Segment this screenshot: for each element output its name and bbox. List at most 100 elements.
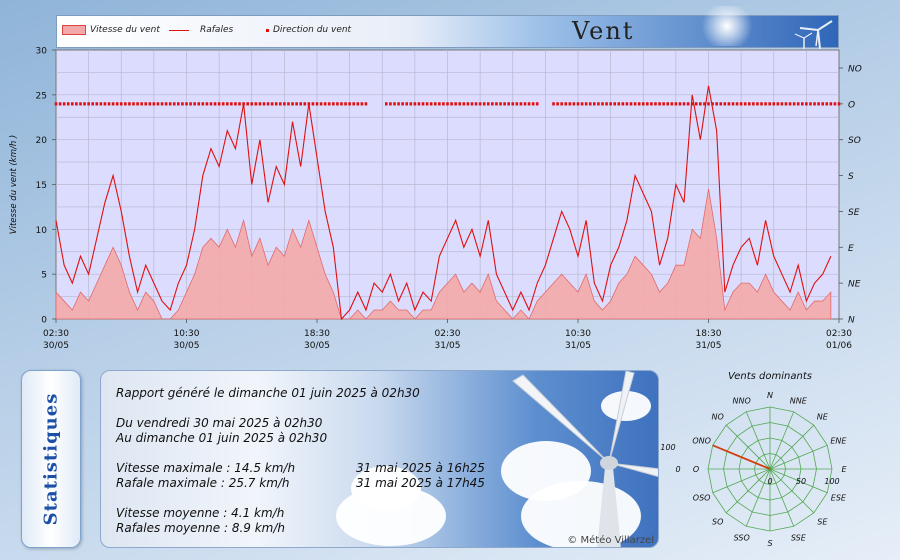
wind-direction-point: [348, 102, 351, 106]
wind-direction-point: [776, 102, 780, 106]
wind-direction-point: [735, 102, 739, 106]
statistics-report-panel: Rapport généré le dimanche 01 juin 2025 …: [100, 370, 659, 548]
wind-direction-point: [185, 102, 188, 106]
wind-direction-point: [95, 102, 99, 106]
wind-direction-point: [446, 102, 449, 106]
wind-direction-point: [821, 102, 824, 106]
x-axis-tick-date: 30/05: [174, 341, 200, 351]
wind-direction-point: [805, 102, 808, 106]
wind-direction-point: [429, 102, 433, 106]
wind-rose-direction-label: OSO: [693, 493, 711, 502]
wind-rose-direction-label: N: [767, 391, 773, 400]
wind-direction-point: [283, 102, 286, 106]
wind-direction-point: [491, 102, 494, 106]
wind-direction-point: [311, 102, 315, 106]
wind-direction-point: [87, 102, 90, 106]
wind-rose-left-label: 100: [660, 443, 675, 452]
wind-direction-point: [315, 102, 319, 106]
wind-direction-point: [168, 102, 172, 106]
wind-rose-dominant-vector: [712, 444, 771, 470]
wind-direction-point: [79, 102, 82, 106]
wind-rose-title: Vents dominants: [728, 371, 812, 382]
wind-rose-direction-label: SE: [817, 517, 828, 526]
wind-direction-point: [760, 102, 763, 106]
wind-direction-point: [694, 102, 698, 106]
wind-rose-direction-label: ONO: [692, 437, 711, 446]
wind-direction-point: [197, 102, 201, 106]
wind-direction-point: [780, 102, 784, 106]
wind-direction-point: [646, 102, 649, 106]
wind-direction-point: [552, 102, 555, 106]
wind-direction-point: [809, 102, 812, 106]
wind-direction-point: [250, 102, 254, 106]
wind-direction-point: [205, 102, 209, 106]
wind-direction-point: [666, 102, 670, 106]
wind-direction-point: [784, 102, 788, 106]
wind-direction-point: [319, 102, 323, 106]
wind-direction-point: [621, 102, 625, 106]
wind-rose-direction-label: O: [693, 465, 699, 474]
report-period-from: Du vendredi 30 mai 2025 à 02h30: [116, 416, 323, 430]
x-axis-tick-time: 02:30: [435, 329, 461, 339]
wind-direction-point: [833, 102, 837, 106]
left-axis-tick-label: 10: [36, 226, 48, 236]
wind-direction-point: [580, 102, 584, 106]
wind-direction-point: [682, 102, 686, 106]
legend-points-swatch: [266, 29, 269, 32]
wind-direction-point: [796, 102, 800, 106]
wind-direction-point: [91, 102, 95, 106]
wind-direction-point: [71, 102, 74, 106]
wind-direction-point: [164, 102, 168, 106]
wind-direction-point: [458, 102, 462, 106]
wind-direction-point: [258, 102, 262, 106]
wind-direction-point: [613, 102, 617, 106]
wind-direction-point: [230, 102, 233, 106]
wind-direction-point: [486, 102, 490, 106]
wind-direction-point: [556, 102, 559, 106]
wind-direction-point: [670, 102, 674, 106]
x-axis-tick-date: 31/05: [565, 341, 591, 351]
wind-direction-point: [115, 102, 119, 106]
wind-direction-point: [633, 102, 637, 106]
wind-direction-point: [242, 102, 245, 106]
x-axis-tick-time: 10:30: [565, 329, 591, 339]
wind-direction-point: [148, 102, 152, 106]
wind-rose-spoke: [725, 468, 771, 514]
wind-direction-point: [658, 102, 661, 106]
wind-direction-point: [405, 102, 409, 106]
left-axis-tick-label: 30: [36, 47, 48, 57]
wind-direction-point: [739, 102, 743, 106]
gust-line: [55, 85, 832, 321]
wind-rose-spoke: [769, 411, 795, 470]
wind-direction-point: [287, 102, 290, 106]
wind-direction-point: [75, 102, 78, 106]
wind-rose-spoke: [712, 468, 771, 494]
wind-direction-point: [344, 102, 347, 106]
wind-direction-point: [54, 102, 58, 106]
wind-direction-point: [99, 102, 103, 106]
wind-direction-point: [128, 102, 131, 106]
wind-direction-point: [336, 102, 339, 106]
wind-rose-spoke: [769, 444, 828, 470]
wind-direction-point: [743, 102, 747, 106]
wind-direction-point: [731, 102, 735, 106]
wind-direction-point: [768, 102, 771, 106]
wind-direction-point: [291, 102, 294, 106]
left-axis-tick-label: 25: [36, 91, 47, 101]
wind-direction-point: [564, 102, 568, 106]
right-axis-tick-label: NE: [848, 280, 861, 290]
statistics-title: Statistiques: [40, 392, 62, 526]
wind-direction-point: [605, 102, 608, 106]
wind-direction-point: [225, 102, 229, 106]
wind-direction-point: [817, 102, 820, 106]
wind-direction-point: [393, 102, 396, 106]
wind-direction-point: [385, 102, 388, 106]
wind-rose-spoke: [769, 468, 795, 527]
wind-direction-point: [756, 102, 759, 106]
wind-rose-direction-label: SSE: [791, 533, 807, 542]
legend-points-label: Direction du vent: [273, 25, 352, 35]
wind-rose-spoke: [745, 411, 771, 470]
wind-direction-point: [66, 102, 70, 106]
wind-direction-point: [503, 102, 506, 106]
